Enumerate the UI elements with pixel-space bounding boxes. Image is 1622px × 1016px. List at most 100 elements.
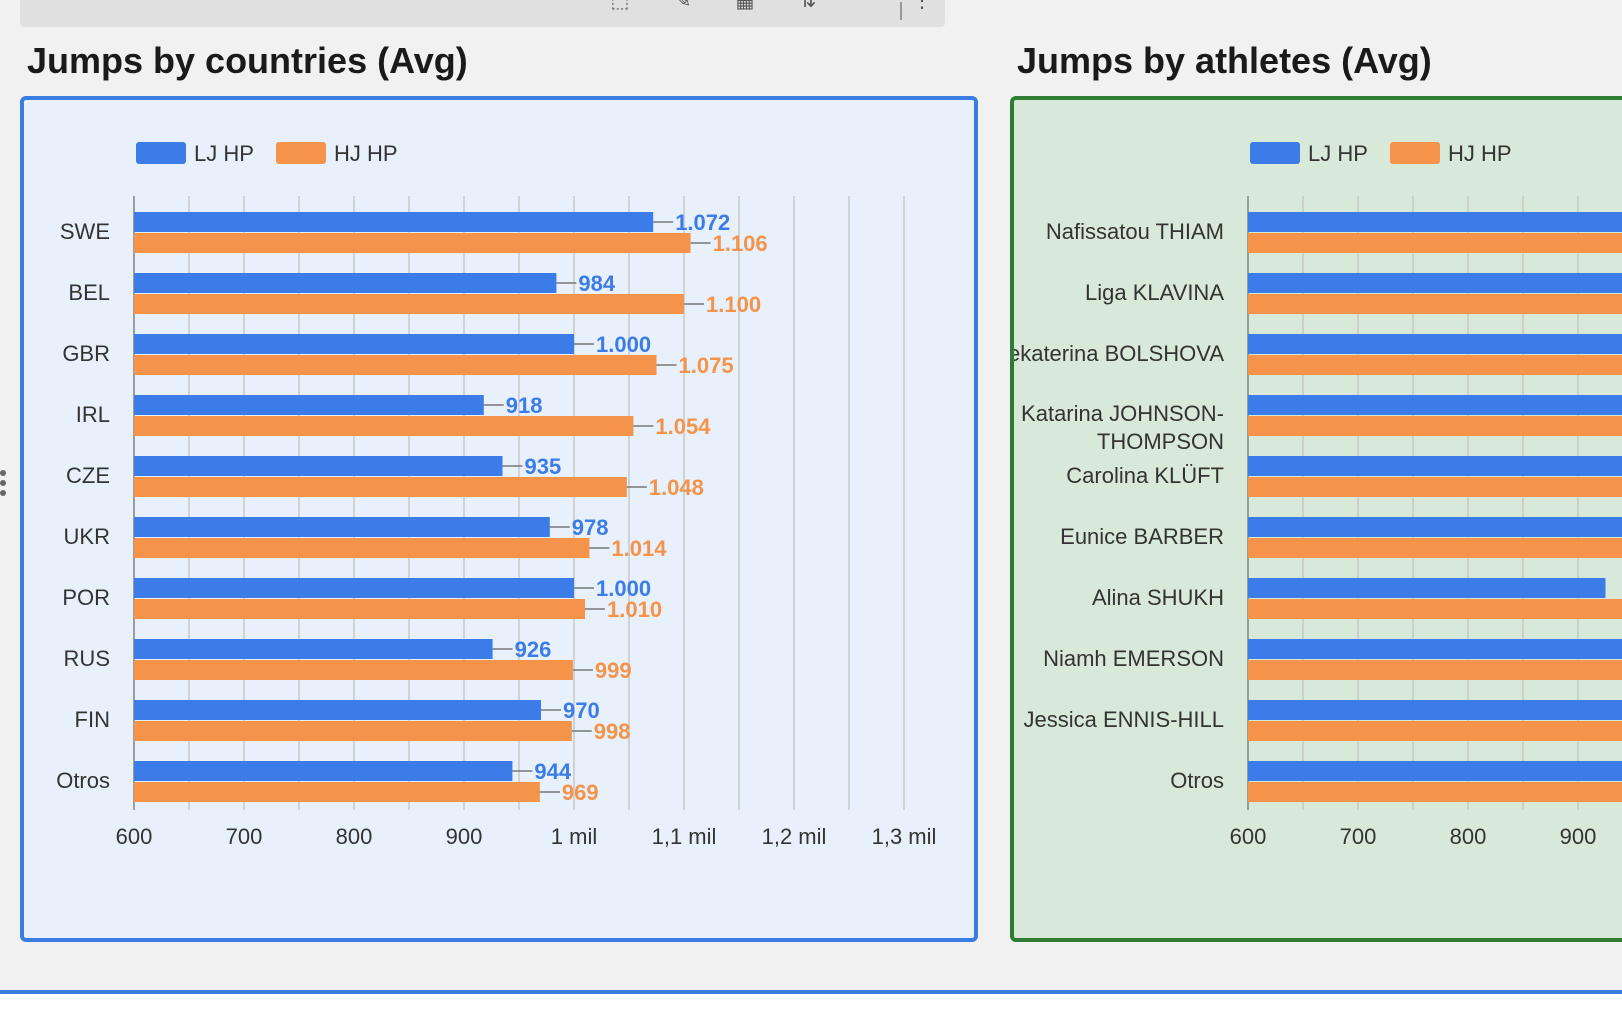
bar-lj-hp [1248,273,1622,293]
bar-lj-hp [134,334,574,354]
athletes-chart-title: Jumps by athletes (Avg) [1017,40,1432,81]
countries-chart-title: Jumps by countries (Avg) [27,40,468,81]
data-label: 984 [578,271,615,296]
bar-hj-hp [1248,233,1622,253]
bar-lj-hp [134,456,503,476]
x-tick-label: 800 [1450,824,1487,849]
athletes-chart-panel[interactable]: LJ HP HJ HP 600 700 800 900 Nafissatou THIAM Li… [1010,96,1622,942]
bar-hj-hp [1248,477,1622,497]
bar-hj-hp [1248,416,1622,436]
bar-lj-hp [134,212,654,232]
category-label: RUS [64,646,110,671]
bar-hj-hp [134,538,590,558]
bar-lj-hp [1248,761,1622,781]
bar-hj-hp [1248,721,1622,741]
chart-toolbar: ⬚ ✎ ▦ ⇅ ⋮ [20,0,945,27]
data-label: 999 [595,658,632,683]
data-label: 1.072 [675,210,730,235]
x-tick-label: 700 [226,824,263,849]
data-label: 926 [515,637,552,662]
x-tick-label: 1 mil [551,824,597,849]
x-tick-label: 900 [1560,824,1597,849]
more-vert-icon[interactable]: ⋮ [912,0,932,12]
bar-hj-hp [1248,599,1622,619]
category-label: IRL [76,402,110,427]
category-label: BEL [68,280,110,305]
data-label: 1.000 [596,332,651,357]
data-label: 1.075 [679,353,734,378]
bar-lj-hp [1248,212,1622,232]
bar-hj-hp [134,416,634,436]
bar-lj-hp [1248,456,1622,476]
data-label: 1.014 [611,536,667,561]
x-tick-label: 600 [116,824,153,849]
x-tick-label: 900 [446,824,483,849]
bar-lj-hp [1248,700,1622,720]
select-icon[interactable]: ⬚ [610,0,630,12]
athletes-chart: LJ HP HJ HP 600 700 800 900 Nafissatou THIAM Li… [1014,141,1622,849]
bar-lj-hp [134,578,574,598]
legend-label-0: LJ HP [1308,141,1368,166]
x-tick-label: 1,3 mil [872,824,937,849]
legend-swatch-0 [136,142,186,164]
category-label: Katarina JOHNSON- [1021,401,1224,426]
bar-hj-hp [1248,294,1622,314]
drag-handle-icon[interactable] [0,470,8,506]
category-label: UKR [64,524,110,549]
category-label: FIN [75,707,110,732]
legend-swatch-1 [1390,142,1440,164]
toolbar-divider [900,2,902,20]
bar-lj-hp [1248,517,1622,537]
category-label: THOMPSON [1097,429,1224,454]
bar-hj-hp [1248,782,1622,802]
x-tick-label: 1,1 mil [652,824,717,849]
bar-hj-hp [134,660,573,680]
category-label: Otros [1170,768,1224,793]
bar-lj-hp [134,761,513,781]
bar-lj-hp [134,517,550,537]
category-label: Nafissatou THIAM [1046,219,1224,244]
data-label: 1.010 [607,597,662,622]
bar-hj-hp [1248,660,1622,680]
bar-hj-hp [1248,355,1622,375]
data-label: 1.100 [706,292,761,317]
category-label: Otros [56,768,110,793]
bar-hj-hp [134,599,585,619]
bar-lj-hp [1248,639,1622,659]
data-label: 1.054 [655,414,711,439]
legend-swatch-0 [1250,142,1300,164]
bar-lj-hp [134,700,541,720]
bar-lj-hp [1248,578,1606,598]
x-tick-label: 700 [1340,824,1377,849]
data-label: 944 [534,759,571,784]
data-label: 918 [506,393,543,418]
legend-label-1: HJ HP [1448,141,1512,166]
section-divider [0,990,1622,994]
data-label: 1.048 [649,475,704,500]
x-tick-label: 800 [336,824,373,849]
category-label: Alina SHUKH [1092,585,1224,610]
category-label: Jessica ENNIS-HILL [1023,707,1224,732]
pencil-icon[interactable]: ✎ [674,0,692,12]
bar-lj-hp [134,395,484,415]
countries-chart: LJ HP HJ HP 600 700 800 900 1 mil 1,1 mil 1,2 mi… [56,141,937,849]
category-label: SWE [60,219,110,244]
data-label: 969 [562,780,599,805]
bar-lj-hp [1248,334,1622,354]
legend-label-0: LJ HP [194,141,254,166]
sort-icon[interactable]: ⇅ [799,0,817,12]
data-label: 1.000 [596,576,651,601]
data-label: 1.106 [713,231,768,256]
countries-chart-panel[interactable]: LJ HP HJ HP 600 700 800 900 1 mil 1,1 mil 1,2 mi… [20,96,978,942]
category-label: GBR [62,341,110,366]
bar-lj-hp [134,639,493,659]
data-label: 970 [563,698,600,723]
bar-hj-hp [134,721,572,741]
bar-hj-hp [134,355,657,375]
bar-hj-hp [134,233,691,253]
data-label: 978 [572,515,609,540]
category-label: Niamh EMERSON [1043,646,1224,671]
bar-hj-hp [134,477,627,497]
table-icon[interactable]: ▦ [735,0,755,12]
x-tick-label: 600 [1230,824,1267,849]
